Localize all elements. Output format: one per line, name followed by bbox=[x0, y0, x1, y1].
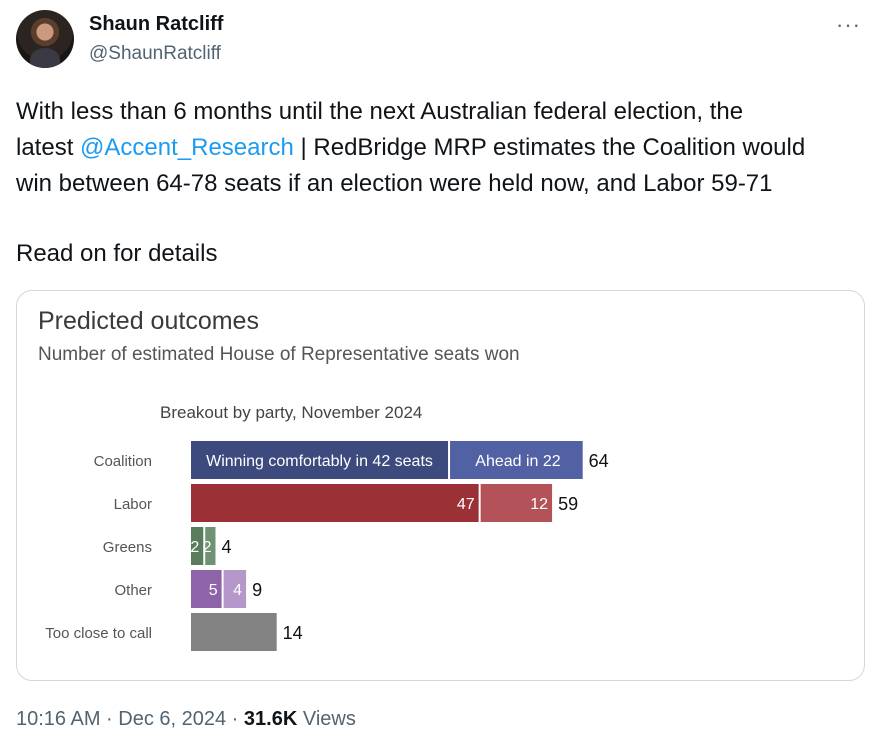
chart-card[interactable]: Predicted outcomes Number of estimated H… bbox=[16, 290, 865, 681]
bar-labor-segment-2 bbox=[480, 484, 553, 522]
author-name[interactable]: Shaun Ratcliff bbox=[89, 13, 224, 35]
avatar[interactable] bbox=[16, 10, 74, 68]
mention-link[interactable]: @Accent_Research bbox=[80, 134, 294, 161]
total-label-coalition: 64 bbox=[589, 451, 609, 471]
category-label-coalition: Coalition bbox=[94, 453, 152, 470]
bar-coalition-segment-1 bbox=[191, 441, 449, 479]
category-label-other: Other bbox=[114, 582, 152, 599]
author-handle[interactable]: @ShaunRatcliff bbox=[89, 43, 221, 64]
category-label-greens: Greens bbox=[103, 539, 152, 556]
total-label-greens: 4 bbox=[221, 537, 231, 557]
tweet-footer: 10:16 AM · Dec 6, 2024 · 31.6K Views bbox=[16, 708, 356, 731]
chart-caption: Breakout by party, November 2024 bbox=[160, 403, 423, 422]
category-label-labor: Labor bbox=[114, 496, 152, 513]
tweet-text: With less than 6 months until the next A… bbox=[16, 94, 866, 202]
more-options-icon[interactable]: ··· bbox=[836, 12, 861, 37]
bar-greens-segment-2 bbox=[205, 527, 216, 565]
chart-svg: Coalition Winning comfortably in 42 seats… bbox=[45, 441, 609, 651]
bar-label-coalition-1: Winning comfortably in 42 seats bbox=[206, 453, 433, 470]
bar-label-labor-1: 47 bbox=[457, 496, 475, 513]
bar-other-segment-2 bbox=[223, 570, 247, 608]
bar-greens-segment-1 bbox=[191, 527, 204, 565]
bar-label-other-2: 4 bbox=[233, 582, 242, 599]
bar-label-greens-2: 2 bbox=[203, 539, 212, 556]
category-label-too-close-to-call: Too close to call bbox=[45, 625, 152, 642]
total-label-too-close-to-call: 14 bbox=[283, 623, 303, 643]
chart-subtitle: Number of estimated House of Representat… bbox=[38, 344, 520, 365]
bar-labor-segment-1 bbox=[191, 484, 479, 522]
timestamp[interactable]: 10:16 AM · Dec 6, 2024 · bbox=[16, 708, 244, 730]
total-label-labor: 59 bbox=[558, 494, 578, 514]
total-label-other: 9 bbox=[252, 580, 262, 600]
bar-other-segment-1 bbox=[191, 570, 222, 608]
tweet-line-2-suffix: | RedBridge MRP estimates the Coalition … bbox=[293, 134, 806, 161]
views-count: 31.6K bbox=[243, 708, 298, 730]
tweet-line-1: With less than 6 months until the next A… bbox=[16, 98, 744, 125]
chart-title: Predicted outcomes bbox=[38, 307, 259, 335]
bar-label-labor-2: 12 bbox=[530, 496, 548, 513]
tweet-line-2: latest @Accent_Research | RedBridge MRP … bbox=[16, 130, 866, 166]
bar-label-greens-1: 2 bbox=[190, 539, 199, 556]
views-label: Views bbox=[297, 708, 356, 730]
bar-label-other-1: 5 bbox=[209, 582, 218, 599]
tweet-line-2-prefix: latest bbox=[16, 134, 81, 161]
read-on-text: Read on for details bbox=[16, 240, 218, 267]
tweet-line-3: win between 64-78 seats if an election w… bbox=[16, 170, 773, 197]
bar-too-close-to-call-segment-1 bbox=[191, 613, 277, 651]
bar-coalition-segment-2 bbox=[450, 441, 583, 479]
bar-label-coalition-2: Ahead in 22 bbox=[475, 453, 561, 470]
